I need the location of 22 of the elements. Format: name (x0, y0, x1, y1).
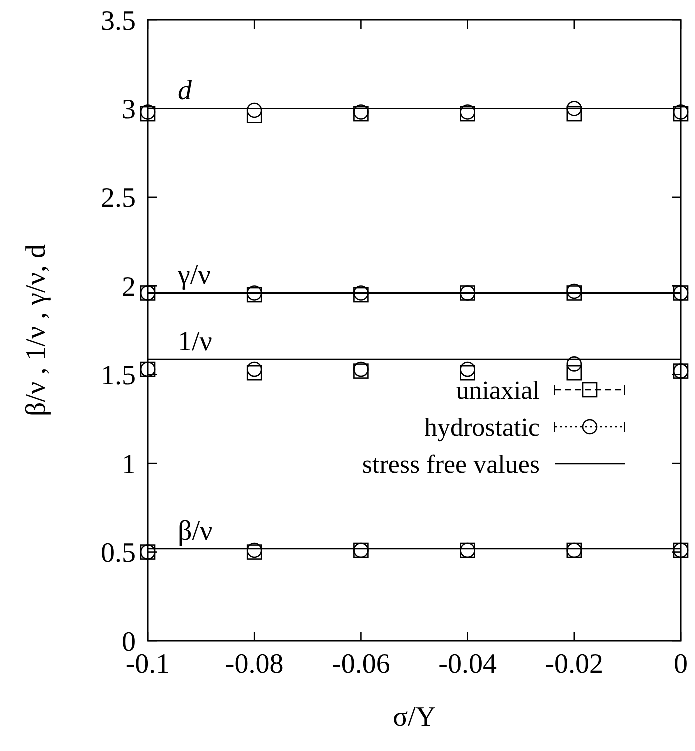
annotation: γ/ν (177, 260, 211, 292)
y-tick-label: 0 (122, 626, 136, 658)
legend-label: uniaxial (456, 376, 540, 406)
y-tick-label: 0.5 (101, 538, 136, 570)
legend-label: hydrostatic (424, 413, 540, 442)
x-tick-label: -0.02 (545, 649, 604, 680)
annotation: d (178, 76, 193, 107)
y-tick-label: 1.5 (101, 360, 136, 392)
annotation: 1/ν (178, 326, 212, 358)
x-tick-label: -0.04 (438, 649, 497, 680)
x-tick-label: -0.08 (225, 649, 284, 680)
y-tick-label: 3 (122, 94, 136, 126)
y-tick-label: 2 (122, 272, 136, 303)
x-tick-label: -0.06 (332, 649, 390, 680)
y-tick-label: 3.5 (101, 6, 136, 37)
legend-label: stress free values (362, 450, 540, 480)
x-axis-title: σ/Y (392, 702, 436, 733)
y-tick-label: 1 (122, 449, 136, 480)
x-tick-label: 0 (674, 649, 688, 680)
y-tick-label: 2.5 (101, 183, 136, 214)
annotation: β/ν (178, 516, 213, 547)
y-axis-title: β/ν , 1/ν , γ/ν, d (21, 244, 52, 416)
